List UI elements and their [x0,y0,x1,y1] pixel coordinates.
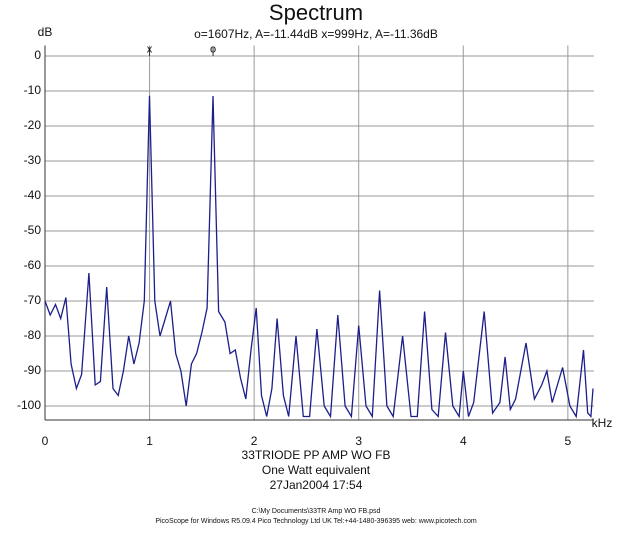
y-tick-label: 0 [34,48,41,62]
annotation: 27Jan2004 17:54 [270,478,363,492]
chart-title: Spectrum [269,0,363,25]
y-tick-label: -20 [24,118,42,132]
spectrum-line [44,95,594,419]
y-tick-label: -100 [17,398,41,412]
x-tick-label: 4 [460,434,467,448]
x-axis-label: kHz [592,416,613,430]
x-tick-label: 0 [42,434,49,448]
annotation: 33TRIODE PP AMP WO FB [242,448,391,462]
x-tick-label: 5 [565,434,572,448]
y-tick-label: -70 [24,293,42,307]
x-tick-label: 1 [146,434,153,448]
y-axis-label: dB [38,25,53,39]
footer: PicoScope for Windows R5.09.4 Pico Techn… [155,518,477,525]
y-tick-label: -80 [24,328,42,342]
annotation: One Watt equivalent [262,463,371,477]
y-tick-label: -50 [24,223,42,237]
y-tick-label: -30 [24,153,42,167]
footer: C:\My Documents\33TR Amp WO FB.psd [252,508,381,515]
x-tick-label: 2 [251,434,258,448]
cursor-readout: o=1607Hz, A=-11.44dB x=999Hz, A=-11.36dB [194,27,438,41]
x-tick-label: 3 [355,434,362,448]
y-tick-label: -10 [24,83,42,97]
cursor-symbol: o [210,43,216,55]
y-tick-label: -40 [24,188,42,202]
cursor-symbol: x [147,43,153,55]
y-tick-label: -90 [24,363,42,377]
y-tick-label: -60 [24,258,42,272]
